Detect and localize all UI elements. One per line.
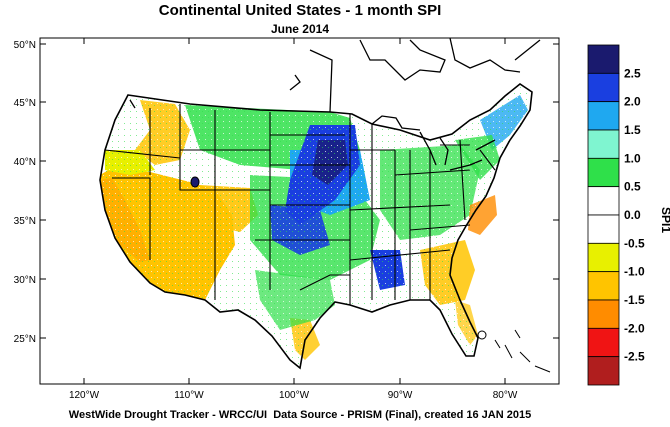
colorbar-title: SPI1 — [659, 207, 670, 233]
lon-label-90: 90°W — [388, 390, 413, 401]
colorbar-label: 0.5 — [624, 180, 641, 194]
map-footer: WestWide Drought Tracker - WRCC/UI Data … — [0, 409, 600, 421]
lon-label-100: 100°W — [279, 390, 310, 401]
colorbar-swatch — [587, 72, 620, 103]
lat-label-35: 35°N — [14, 216, 36, 227]
colorbar-swatch — [587, 299, 620, 329]
colorbar-swatch — [587, 242, 620, 273]
colorbar-swatch — [587, 214, 620, 244]
lat-label-25: 25°N — [14, 334, 36, 345]
colorbar-swatch — [587, 44, 620, 74]
map-title: Continental United States - 1 month SPI — [158, 2, 442, 19]
lon-label-80: 80°W — [493, 390, 518, 401]
colorbar-label: 0.0 — [624, 208, 641, 222]
colorbar-label: -1.5 — [624, 293, 645, 307]
colorbar-swatch — [587, 271, 620, 301]
colorbar-label: -0.5 — [624, 236, 645, 250]
colorbar-label: -2.5 — [624, 350, 645, 364]
footer-source: Data Source - PRISM (Final), created 16 … — [273, 409, 532, 421]
lat-label-50: 50°N — [14, 40, 36, 51]
colorbar-label: -1.0 — [624, 265, 645, 279]
islands — [494, 329, 551, 373]
colorbar-label: 1.0 — [624, 151, 641, 165]
colorbar-label: 1.5 — [624, 123, 641, 137]
colorbar-label: -2.0 — [624, 321, 645, 335]
speckle-overlay — [100, 84, 532, 368]
footer-credit: WestWide Drought Tracker - WRCC/UI — [68, 409, 268, 421]
lake-okeechobee — [477, 330, 487, 340]
colorbar-swatch — [587, 356, 620, 386]
lat-label-30: 30°N — [14, 275, 36, 286]
lon-label-110: 110°W — [174, 390, 204, 401]
conus-outline — [99, 83, 533, 370]
colorbar-label: 2.0 — [624, 95, 641, 109]
lat-label-40: 40°N — [14, 157, 36, 168]
map-subtitle: June 2014 — [270, 22, 330, 36]
lat-axis — [40, 43, 559, 339]
great-salt-lake — [190, 176, 200, 188]
state-boundaries — [104, 104, 496, 305]
lat-label-45: 45°N — [14, 98, 36, 109]
colorbar-swatch — [587, 101, 620, 131]
spi-field — [99, 38, 551, 373]
colorbar-label: 2.5 — [624, 66, 641, 80]
coastlines — [129, 38, 541, 171]
lon-axis — [83, 38, 506, 384]
colorbar: 2.5 2.0 1.5 1.0 0.5 0.0 -0.5 -1.0 -1.5 -2.0 -2.5 — [587, 44, 645, 386]
colorbar-swatch — [587, 157, 620, 188]
colorbar-swatch — [587, 129, 620, 159]
colorbar-swatch — [587, 186, 620, 216]
lon-label-120: 120°W — [69, 390, 100, 401]
colorbar-swatch — [587, 327, 620, 358]
